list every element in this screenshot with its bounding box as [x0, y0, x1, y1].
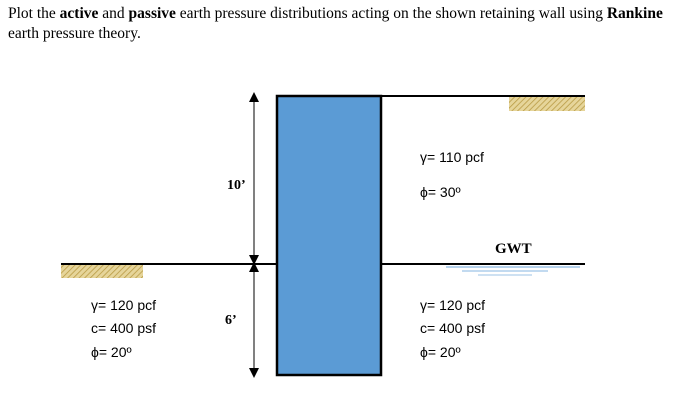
soil-lower-left-phi: ϕ= 20º	[91, 344, 132, 360]
soil-hatch-right	[509, 97, 585, 111]
soil-upper-right-phi: ϕ= 30º	[420, 184, 461, 200]
soil-hatch-left	[61, 265, 143, 278]
gwt-marker-icon	[512, 246, 528, 257]
problem-bold-passive: passive	[128, 5, 176, 22]
soil-upper-right-gamma: γ= 110 pcf	[420, 149, 484, 165]
dimension-label-lower: 6’	[225, 313, 237, 328]
problem-bold-rankine: Rankine	[606, 5, 663, 22]
soil-lower-right-c: c= 400 psf	[420, 320, 485, 336]
soil-lower-left-gamma: γ= 120 pcf	[91, 297, 156, 313]
soil-lower-right-gamma: γ= 120 pcf	[420, 297, 485, 313]
problem-text-1: Plot the	[8, 5, 60, 22]
problem-text-2: and	[98, 5, 129, 22]
retaining-wall	[275, 94, 383, 377]
dimension-label-upper: 10’	[227, 178, 246, 193]
soil-lower-left-c: c= 400 psf	[91, 320, 156, 336]
problem-bold-active: active	[59, 5, 99, 22]
problem-statement: Plot the active and passive earth pressu…	[8, 4, 692, 44]
gwt-label: GWT	[495, 241, 532, 257]
soil-lower-right-phi: ϕ= 20º	[420, 344, 461, 360]
problem-text-4: earth pressure theory.	[8, 25, 141, 42]
problem-text-3: earth pressure distributions acting on t…	[175, 5, 607, 22]
